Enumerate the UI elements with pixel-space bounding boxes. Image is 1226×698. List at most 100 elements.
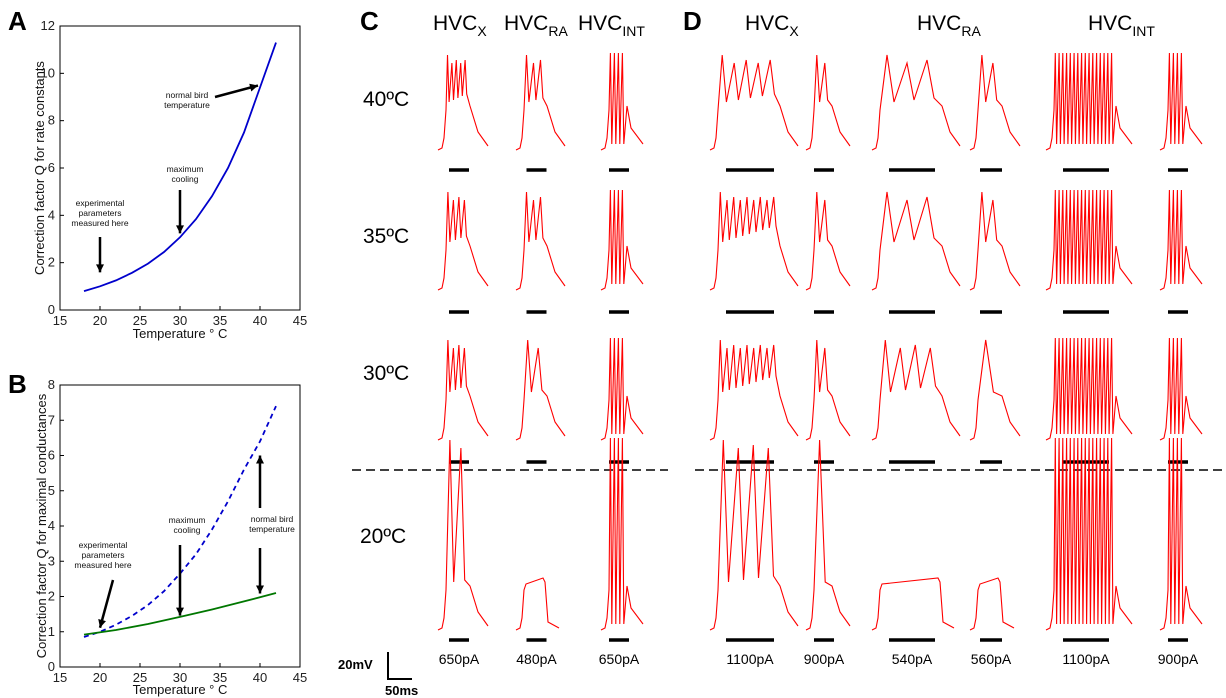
header-d-hvcra: HVCRA [917, 12, 981, 39]
current-label: 1100pA [1062, 651, 1110, 667]
voltage-trace [871, 191, 961, 291]
voltage-trace [1159, 337, 1203, 441]
voltage-trace [969, 191, 1021, 291]
voltage-trace [515, 54, 566, 151]
voltage-trace [1045, 437, 1133, 631]
voltage-trace [437, 191, 489, 291]
annotation-arrowhead [96, 264, 104, 273]
voltage-trace [1045, 337, 1133, 441]
x-tick-label: 35 [213, 313, 227, 328]
y-tick-label: 1 [48, 624, 55, 639]
annotation-arrowhead [176, 225, 184, 234]
x-tick-label: 40 [253, 670, 267, 685]
scale-bar: 20mV 50ms [338, 652, 418, 698]
x-tick-label: 30 [173, 313, 187, 328]
x-tick-label: 25 [133, 313, 147, 328]
panel-b-annotations: experimental parameters measured here maxim… [74, 455, 295, 629]
x-tick-label: 45 [293, 313, 307, 328]
voltage-trace [1045, 52, 1133, 151]
voltage-trace [709, 54, 799, 151]
y-tick-label: 2 [48, 589, 55, 604]
panel-c-headers: HVCX HVCRA HVCINT [433, 12, 645, 39]
voltage-trace [805, 439, 851, 631]
x-tick-label: 25 [133, 670, 147, 685]
current-label: 540pA [892, 651, 933, 667]
voltage-trace [969, 339, 1021, 441]
y-tick-label: 8 [48, 377, 55, 392]
voltage-trace [600, 437, 644, 631]
panel-a-annotations: experimental parameters measured here maxim… [71, 83, 259, 273]
voltage-trace [1159, 437, 1203, 631]
panel-a-ylabel: Correction factor Q for rate constants [32, 61, 47, 275]
y-tick-label: 12 [41, 18, 55, 33]
x-tick-label: 15 [53, 670, 67, 685]
x-tick-label: 20 [93, 670, 107, 685]
voltage-trace [871, 577, 955, 631]
current-label: 900pA [1158, 651, 1199, 667]
current-labels: 650pA 480pA 650pA 1100pA 900pA 540pA 560pA 1100… [439, 651, 1199, 667]
header-c-hvcx: HVCX [433, 12, 487, 39]
y-tick-label: 4 [48, 518, 55, 533]
y-tick-label: 7 [48, 412, 55, 427]
voltage-trace [805, 339, 851, 441]
scale-bar-time: 50ms [385, 683, 418, 698]
voltage-trace [437, 439, 489, 631]
voltage-trace [871, 54, 961, 151]
y-tick-label: 2 [48, 255, 55, 270]
header-c-hvcra: HVCRA [504, 12, 568, 39]
voltage-trace [600, 52, 644, 151]
temp-label-40: 40ºC [363, 88, 409, 111]
y-tick-label: 3 [48, 553, 55, 568]
annotation-text: maximum cooling [167, 164, 204, 184]
y-tick-label: 10 [41, 65, 55, 80]
annotation-arrow [98, 579, 115, 629]
annotation-text: experimental parameters measured here [71, 198, 128, 228]
voltage-trace [871, 339, 961, 441]
annotation-arrowhead [256, 585, 264, 594]
annotation-arrowhead [98, 618, 106, 628]
voltage-trace [437, 339, 489, 441]
panel-letter-b: B [8, 369, 27, 399]
y-tick-label: 5 [48, 483, 55, 498]
annotation-arrowhead [256, 455, 264, 464]
y-tick-label: 4 [48, 207, 55, 222]
voltage-trace [600, 189, 644, 291]
voltage-trace [600, 337, 644, 441]
panel-letter-c: C [360, 6, 379, 36]
y-tick-label: 6 [48, 448, 55, 463]
x-tick-label: 30 [173, 670, 187, 685]
panel-a-xlabel: Temperature ° C [133, 326, 228, 341]
annotation-text: maximum cooling [169, 515, 206, 535]
voltage-traces [437, 52, 1203, 642]
x-tick-label: 35 [213, 670, 227, 685]
voltage-trace [709, 339, 799, 441]
annotation-arrowhead [249, 83, 258, 92]
voltage-trace [709, 191, 799, 291]
panel-b-ylabel: Correction factor Q for maximal conducta… [34, 393, 49, 658]
x-tick-label: 45 [293, 670, 307, 685]
current-label: 480pA [516, 651, 557, 667]
x-tick-label: 20 [93, 313, 107, 328]
current-label: 650pA [599, 651, 640, 667]
panel-a-series-q-rate [83, 42, 277, 292]
annotation-text: normal bird temperature [164, 90, 210, 110]
panel-letter-d: D [683, 6, 702, 36]
scale-bar-voltage: 20mV [338, 657, 373, 672]
current-label: 1100pA [726, 651, 774, 667]
header-d-hvcx: HVCX [745, 12, 799, 39]
y-tick-label: 0 [48, 302, 55, 317]
voltage-trace [1045, 189, 1133, 291]
voltage-trace [437, 54, 489, 151]
panel-letter-a: A [8, 6, 27, 36]
header-c-hvcint: HVCINT [578, 12, 645, 39]
voltage-trace [1159, 52, 1203, 151]
temp-label-35: 35ºC [363, 225, 409, 248]
voltage-trace [969, 577, 1015, 631]
panel-b-series-green [83, 592, 277, 636]
voltage-trace [515, 339, 566, 441]
panel-d-headers: HVCX HVCRA HVCINT [745, 12, 1155, 39]
annotation-text: experimental parameters measured here [74, 540, 131, 570]
